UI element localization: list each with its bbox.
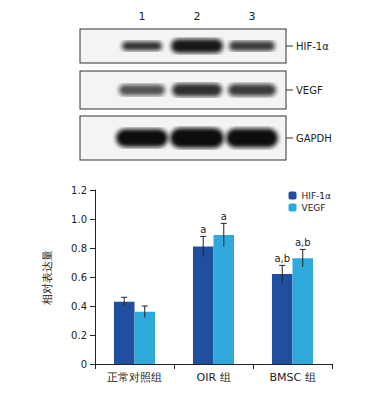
svg-text:GAPDH: GAPDH xyxy=(296,133,332,144)
svg-text:3: 3 xyxy=(249,10,256,23)
svg-text:a,b: a,b xyxy=(274,253,290,264)
svg-text:a: a xyxy=(221,211,227,222)
svg-text:BMSC 组: BMSC 组 xyxy=(269,371,315,384)
svg-text:1.0: 1.0 xyxy=(71,214,87,225)
svg-text:OIR 组: OIR 组 xyxy=(196,371,230,384)
svg-text:0.2: 0.2 xyxy=(71,330,87,341)
svg-text:HIF-1α: HIF-1α xyxy=(301,191,331,201)
svg-text:VEGF: VEGF xyxy=(296,85,323,96)
svg-text:相对表达量: 相对表达量 xyxy=(41,250,54,305)
svg-text:1.2: 1.2 xyxy=(71,185,87,196)
svg-text:0.8: 0.8 xyxy=(71,243,87,254)
svg-text:VEGF: VEGF xyxy=(301,203,325,213)
svg-text:0.4: 0.4 xyxy=(71,301,87,312)
svg-text:a: a xyxy=(200,224,206,235)
svg-text:0: 0 xyxy=(81,359,87,370)
svg-text:a,b: a,b xyxy=(295,237,311,248)
svg-text:0.6: 0.6 xyxy=(71,272,87,283)
svg-text:1: 1 xyxy=(139,10,146,23)
svg-text:HIF-1α: HIF-1α xyxy=(296,41,329,52)
svg-text:正常对照组: 正常对照组 xyxy=(107,371,162,384)
svg-text:2: 2 xyxy=(194,10,201,23)
